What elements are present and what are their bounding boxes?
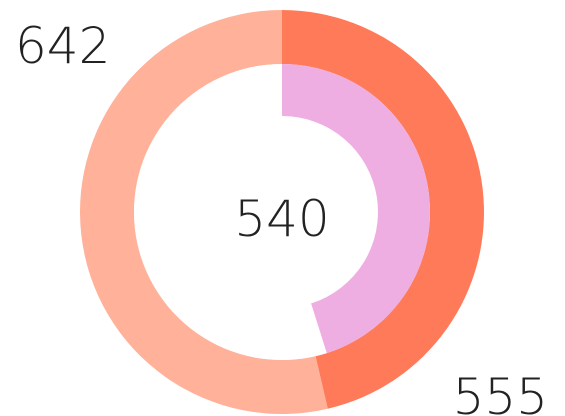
slice-label-outer-1: 642 bbox=[15, 17, 110, 75]
slice-label-outer-0: 555 bbox=[453, 368, 548, 416]
center-total-label: 540 bbox=[234, 190, 329, 248]
